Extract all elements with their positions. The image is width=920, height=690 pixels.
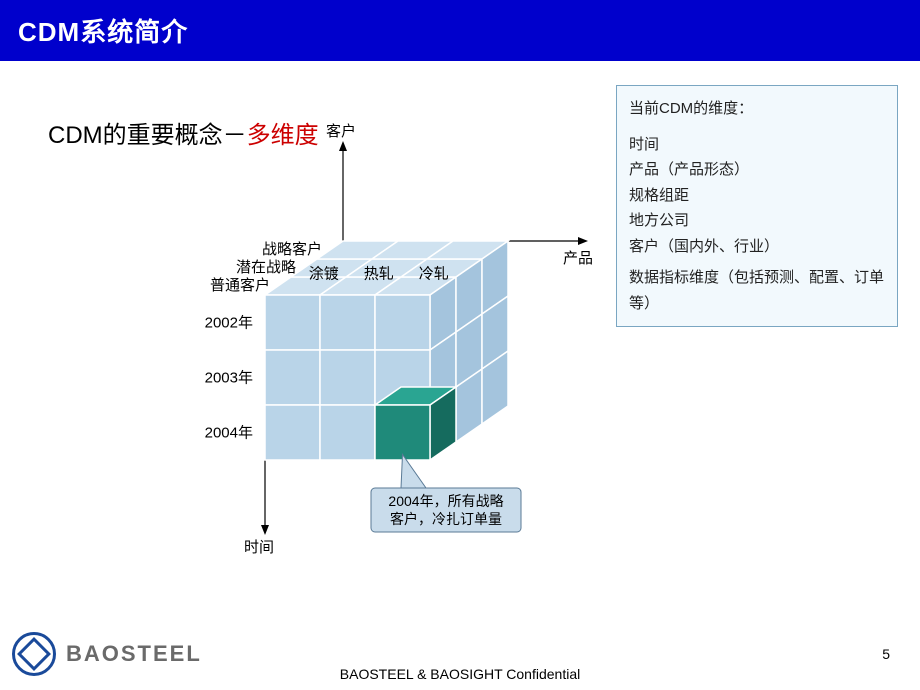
svg-text:冷轧: 冷轧 xyxy=(419,265,449,282)
svg-text:涂镀: 涂镀 xyxy=(309,265,339,282)
cube-diagram: 客户产品时间普通客户潜在战略战略客户涂镀热轧冷轧2002年2003年2004年2… xyxy=(170,180,620,580)
svg-text:2003年: 2003年 xyxy=(205,370,253,387)
subtitle-prefix: CDM的重要概念－ xyxy=(48,122,247,149)
svg-text:客户，冷扎订单量: 客户，冷扎订单量 xyxy=(390,511,502,527)
svg-text:时间: 时间 xyxy=(244,539,274,556)
subtitle-accent: 多维度 xyxy=(247,122,319,149)
info-header: 当前CDM的维度： xyxy=(629,96,885,122)
logo-text: BAOSTEEL xyxy=(66,641,202,667)
svg-text:产品: 产品 xyxy=(563,250,593,267)
svg-text:客户: 客户 xyxy=(326,123,356,140)
info-line: 产品（产品形态） xyxy=(629,157,885,183)
info-footer: 数据指标维度（包括预测、配置、订单等） xyxy=(629,265,885,316)
svg-text:2004年，所有战略: 2004年，所有战略 xyxy=(388,493,503,509)
svg-text:普通客户: 普通客户 xyxy=(210,277,270,294)
svg-text:热轧: 热轧 xyxy=(364,265,394,282)
title-bar: CDM系统简介 xyxy=(0,0,920,61)
footer-text: BAOSTEEL & BAOSIGHT Confidential xyxy=(0,666,920,682)
info-line: 客户（国内外、行业） xyxy=(629,234,885,260)
svg-text:2002年: 2002年 xyxy=(205,315,253,332)
info-line: 时间 xyxy=(629,132,885,158)
info-box: 当前CDM的维度： 时间 产品（产品形态） 规格组距 地方公司 客户（国内外、行… xyxy=(616,85,898,327)
page-number: 5 xyxy=(882,646,890,662)
page-title: CDM系统简介 xyxy=(18,17,188,47)
subtitle: CDM的重要概念－多维度 xyxy=(48,115,319,150)
svg-text:2004年: 2004年 xyxy=(205,425,253,442)
svg-text:潜在战略: 潜在战略 xyxy=(236,259,296,276)
info-line: 规格组距 xyxy=(629,183,885,209)
info-line: 地方公司 xyxy=(629,208,885,234)
svg-text:战略客户: 战略客户 xyxy=(262,241,322,258)
